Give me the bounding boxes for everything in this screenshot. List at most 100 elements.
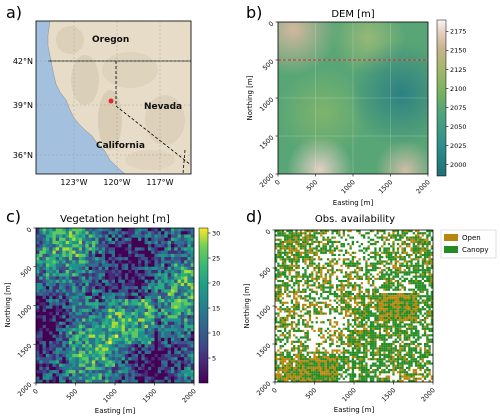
obs-cell [297, 353, 300, 356]
obs-cell [354, 319, 357, 322]
veg-cell [98, 321, 103, 326]
obs-cell [315, 290, 318, 293]
veg-cell [167, 353, 172, 358]
veg-cell [42, 321, 47, 326]
obs-cell [279, 234, 282, 237]
veg-cell [161, 321, 165, 326]
veg-cell [170, 350, 175, 355]
obs-cell [329, 245, 332, 248]
obs-cell [376, 308, 379, 311]
obs-cell [306, 234, 309, 237]
obs-cell [311, 236, 314, 239]
obs-cell [326, 336, 330, 339]
veg-cell [39, 244, 43, 248]
veg-cell [85, 370, 89, 374]
veg-cell [115, 337, 119, 342]
obs-cell [290, 321, 294, 324]
veg-cell [101, 328, 106, 332]
obs-cell [333, 299, 336, 302]
obs-cell [324, 368, 327, 372]
veg-cell [62, 295, 66, 300]
veg-cell [82, 282, 86, 287]
veg-cell [124, 366, 129, 371]
obs-cell [394, 262, 397, 265]
veg-cell [128, 341, 132, 345]
veg-cell [184, 247, 188, 251]
dem-title: DEM [m] [331, 9, 374, 20]
obs-cell [360, 314, 364, 317]
obs-cell [304, 234, 307, 237]
veg-cell [154, 379, 159, 383]
obs-cell [363, 325, 366, 328]
obs-cell [297, 275, 300, 278]
veg-cell [108, 269, 113, 274]
veg-cell [164, 302, 168, 306]
obs-cell [394, 295, 397, 298]
obs-cell [365, 332, 368, 335]
veg-cell [101, 263, 106, 268]
obs-cell [340, 375, 343, 378]
veg-cell [154, 231, 159, 235]
veg-cell [121, 305, 126, 310]
veg-cell [108, 240, 113, 245]
veg-cell [164, 308, 168, 313]
veg-cell [45, 282, 50, 287]
obs-cell [277, 321, 280, 324]
veg-cell [180, 263, 185, 268]
veg-cell [68, 234, 73, 238]
obs-cell [349, 314, 352, 317]
veg-cell [138, 257, 142, 261]
obs-cell [401, 258, 404, 261]
obs-cell [342, 362, 345, 365]
obs-cell [279, 279, 282, 283]
veg-cell [131, 376, 136, 381]
obs-cell [277, 234, 280, 237]
obs-cell [277, 377, 280, 380]
obs-cell [311, 249, 314, 252]
obs-cell [322, 321, 325, 324]
obs-cell [302, 349, 305, 352]
veg-cell [45, 324, 50, 329]
obs-raster [275, 230, 433, 382]
obs-cell [311, 277, 314, 280]
obs-cell [387, 347, 391, 350]
obs-cell [313, 232, 316, 235]
veg-cell [170, 257, 175, 261]
veg-cell [151, 347, 155, 352]
obs-cell [308, 251, 312, 254]
obs-cell [304, 271, 307, 274]
veg-cell [131, 292, 136, 297]
obs-cell [304, 347, 307, 350]
veg-cell [39, 269, 43, 274]
veg-cell [59, 276, 63, 280]
obs-cell [385, 303, 388, 306]
obs-cell [372, 327, 375, 330]
veg-cell [190, 344, 194, 348]
veg-cell [98, 260, 103, 264]
veg-cell [49, 260, 53, 264]
veg-cell [55, 292, 60, 297]
obs-cell [369, 325, 373, 328]
veg-cell [65, 279, 70, 284]
obs-cell [378, 295, 382, 298]
veg-cell [42, 344, 47, 348]
obs-cell [279, 338, 282, 341]
obs-cell [286, 310, 289, 313]
veg-cell [161, 247, 165, 251]
obs-cell [275, 258, 278, 261]
obs-cell [358, 366, 361, 369]
veg-cell [68, 273, 73, 277]
obs-cell [302, 368, 305, 372]
obs-cell [392, 319, 395, 322]
obs-cell [383, 249, 386, 252]
obs-cell [392, 342, 395, 346]
obs-cell [342, 306, 345, 309]
veg-cell [174, 337, 178, 342]
obs-cell [354, 306, 357, 309]
obs-cell [284, 308, 287, 311]
veg-cell [141, 228, 145, 232]
veg-cell [59, 228, 63, 232]
veg-cell [167, 376, 172, 381]
obs-cell [342, 275, 345, 278]
obs-cell [363, 251, 366, 254]
